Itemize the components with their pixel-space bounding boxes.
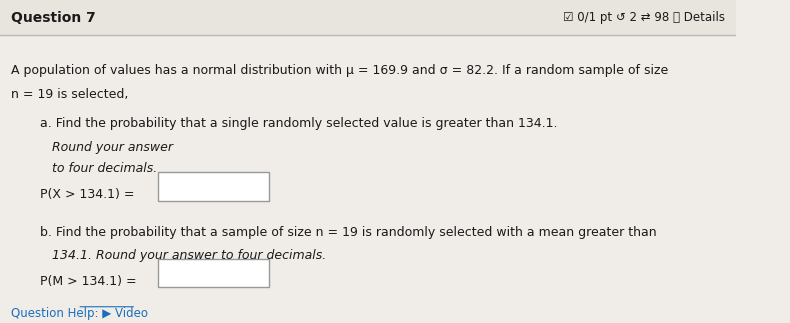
FancyBboxPatch shape bbox=[0, 0, 735, 35]
Text: n = 19 is selected,: n = 19 is selected, bbox=[11, 88, 129, 101]
Text: Question Help: ▶ Video: Question Help: ▶ Video bbox=[11, 307, 148, 320]
Text: A population of values has a normal distribution with μ = 169.9 and σ = 82.2. If: A population of values has a normal dist… bbox=[11, 64, 668, 77]
Text: to four decimals.: to four decimals. bbox=[51, 162, 156, 175]
Text: P(X > 134.1) =: P(X > 134.1) = bbox=[40, 188, 135, 201]
Text: 134.1. Round your answer to four decimals.: 134.1. Round your answer to four decimal… bbox=[51, 249, 325, 262]
FancyBboxPatch shape bbox=[158, 258, 269, 287]
Text: ☑ 0/1 pt ↺ 2 ⇄ 98 ⓘ Details: ☑ 0/1 pt ↺ 2 ⇄ 98 ⓘ Details bbox=[562, 11, 724, 24]
FancyBboxPatch shape bbox=[158, 172, 269, 201]
Text: b. Find the probability that a sample of size n = 19 is randomly selected with a: b. Find the probability that a sample of… bbox=[40, 226, 657, 239]
Text: Question 7: Question 7 bbox=[11, 11, 96, 25]
Text: a. Find the probability that a single randomly selected value is greater than 13: a. Find the probability that a single ra… bbox=[40, 117, 558, 130]
Text: Round your answer: Round your answer bbox=[51, 141, 172, 154]
Text: P(M > 134.1) =: P(M > 134.1) = bbox=[40, 275, 137, 287]
